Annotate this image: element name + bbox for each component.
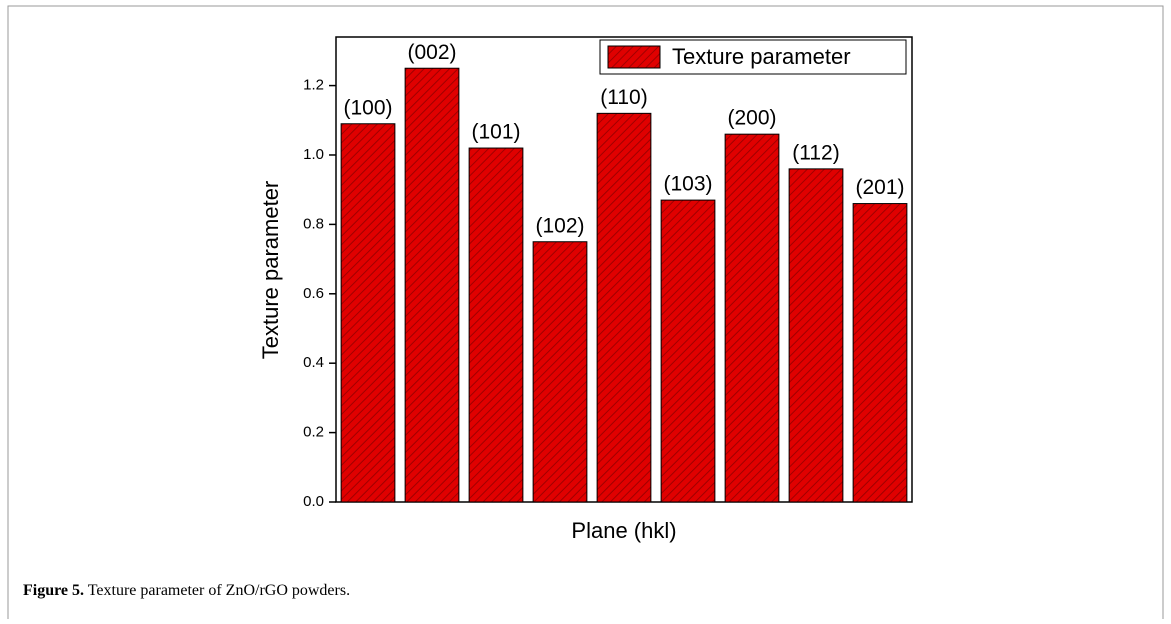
bar	[660, 199, 716, 503]
y-tick-label: 1.2	[303, 77, 324, 94]
y-tick-label: 0.2	[303, 424, 324, 441]
bar-label: (100)	[343, 96, 392, 119]
bar-label: (101)	[471, 121, 520, 144]
bar	[532, 241, 588, 503]
y-tick-label: 0.4	[303, 354, 324, 371]
caption: Figure 5. Texture parameter of ZnO/rGO p…	[23, 582, 350, 599]
bar-label: (110)	[600, 86, 647, 109]
y-tick-label: 0.6	[303, 285, 324, 302]
legend-swatch	[607, 45, 661, 69]
bar	[788, 168, 844, 503]
caption-text: Texture parameter of ZnO/rGO powders.	[88, 582, 350, 599]
bar-label: (201)	[855, 176, 904, 199]
y-axis-label: Texture parameter	[258, 181, 283, 360]
bar	[596, 112, 652, 503]
bar-label: (112)	[792, 141, 839, 164]
y-tick-label: 0.8	[303, 215, 324, 232]
bar	[404, 67, 460, 503]
legend-label: Texture parameter	[672, 44, 851, 69]
bar-label: (102)	[535, 214, 584, 237]
y-tick-label: 1.0	[303, 146, 324, 163]
caption-label: Figure 5.	[23, 582, 84, 599]
figure-frame	[7, 5, 1164, 619]
bar-label: (103)	[663, 173, 712, 196]
bar-label: (200)	[727, 107, 776, 130]
bar	[468, 147, 524, 503]
x-axis-label: Plane (hkl)	[571, 518, 676, 543]
bar	[340, 123, 396, 503]
y-tick-label: 0.0	[303, 493, 324, 510]
bar-label: (002)	[407, 41, 456, 64]
bar	[852, 203, 908, 503]
bar	[724, 133, 780, 503]
